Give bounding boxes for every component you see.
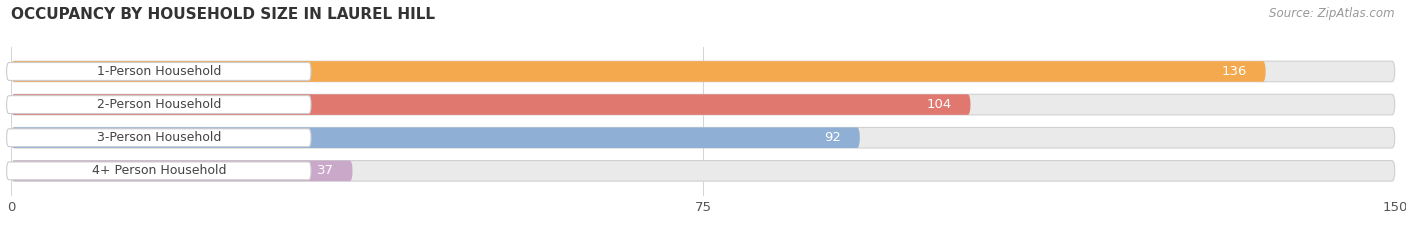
Text: 37: 37 xyxy=(318,164,335,177)
Text: 1-Person Household: 1-Person Household xyxy=(97,65,221,78)
Text: Source: ZipAtlas.com: Source: ZipAtlas.com xyxy=(1270,7,1395,20)
FancyBboxPatch shape xyxy=(11,61,1265,82)
FancyBboxPatch shape xyxy=(11,61,1395,82)
Text: 2-Person Household: 2-Person Household xyxy=(97,98,221,111)
Text: 4+ Person Household: 4+ Person Household xyxy=(91,164,226,177)
FancyBboxPatch shape xyxy=(11,127,1395,148)
Text: 92: 92 xyxy=(824,131,841,144)
FancyBboxPatch shape xyxy=(11,94,970,115)
Text: OCCUPANCY BY HOUSEHOLD SIZE IN LAUREL HILL: OCCUPANCY BY HOUSEHOLD SIZE IN LAUREL HI… xyxy=(11,7,436,22)
FancyBboxPatch shape xyxy=(7,96,311,113)
FancyBboxPatch shape xyxy=(11,127,860,148)
Text: 3-Person Household: 3-Person Household xyxy=(97,131,221,144)
Text: 136: 136 xyxy=(1222,65,1247,78)
FancyBboxPatch shape xyxy=(7,62,311,80)
FancyBboxPatch shape xyxy=(7,162,311,180)
FancyBboxPatch shape xyxy=(7,129,311,147)
Text: 104: 104 xyxy=(927,98,952,111)
FancyBboxPatch shape xyxy=(11,161,1395,181)
FancyBboxPatch shape xyxy=(11,161,353,181)
FancyBboxPatch shape xyxy=(11,94,1395,115)
